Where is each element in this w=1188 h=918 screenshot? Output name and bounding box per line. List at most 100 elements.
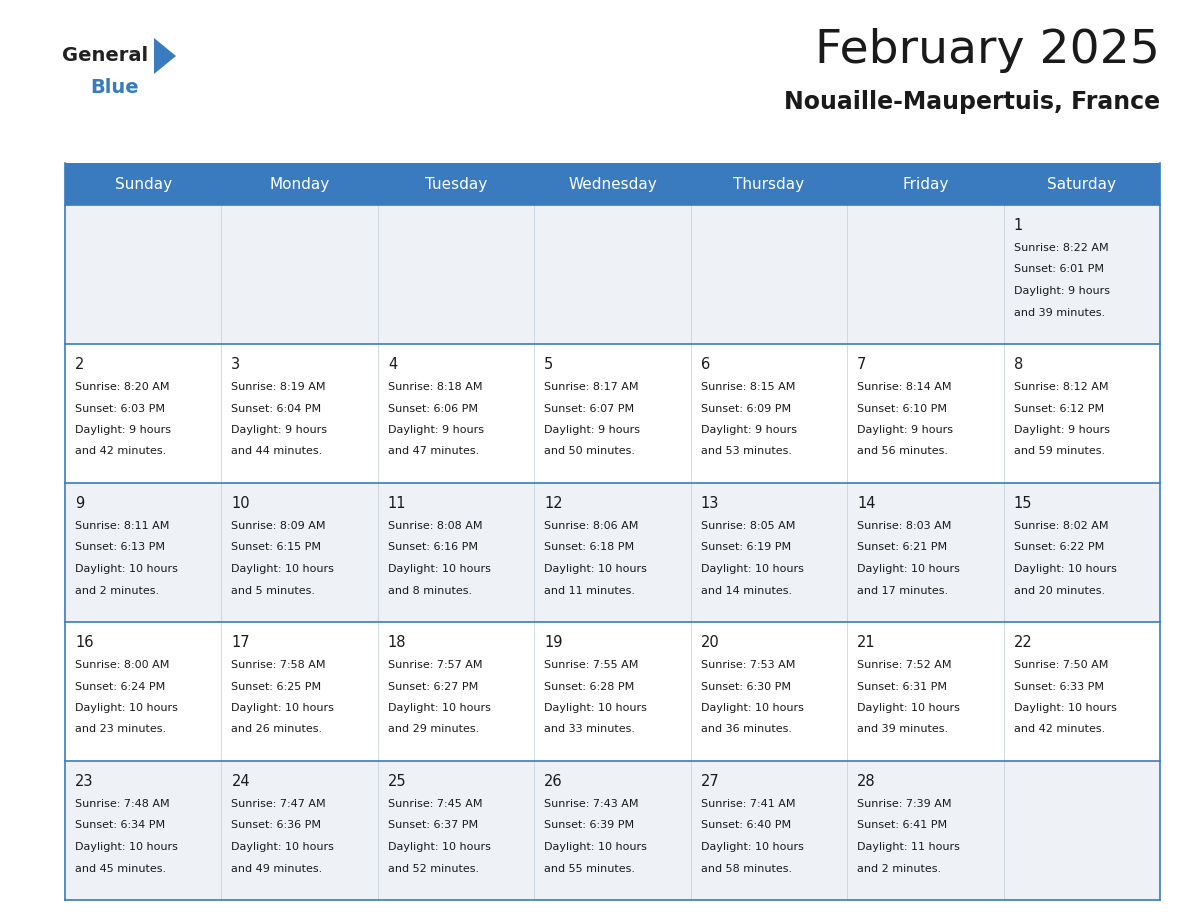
Text: 16: 16	[75, 635, 94, 650]
Text: Sunrise: 8:19 AM: Sunrise: 8:19 AM	[232, 382, 326, 392]
Text: 18: 18	[387, 635, 406, 650]
Text: 15: 15	[1013, 496, 1032, 511]
Text: and 39 minutes.: and 39 minutes.	[858, 724, 948, 734]
Text: 24: 24	[232, 774, 249, 789]
Text: Sunset: 6:10 PM: Sunset: 6:10 PM	[858, 404, 947, 413]
Text: Sunrise: 8:00 AM: Sunrise: 8:00 AM	[75, 660, 170, 670]
Text: Sunrise: 8:09 AM: Sunrise: 8:09 AM	[232, 521, 326, 531]
Text: Sunrise: 8:22 AM: Sunrise: 8:22 AM	[1013, 243, 1108, 253]
Text: 11: 11	[387, 496, 406, 511]
Text: Sunset: 6:19 PM: Sunset: 6:19 PM	[701, 543, 791, 553]
Text: Sunset: 6:16 PM: Sunset: 6:16 PM	[387, 543, 478, 553]
Text: and 2 minutes.: and 2 minutes.	[75, 586, 159, 596]
Text: Daylight: 10 hours: Daylight: 10 hours	[1013, 703, 1117, 713]
Text: Daylight: 9 hours: Daylight: 9 hours	[1013, 425, 1110, 435]
Text: 5: 5	[544, 357, 554, 372]
Text: Nouaille-Maupertuis, France: Nouaille-Maupertuis, France	[784, 90, 1159, 114]
Text: and 44 minutes.: and 44 minutes.	[232, 446, 323, 456]
Text: 28: 28	[858, 774, 876, 789]
Text: February 2025: February 2025	[815, 28, 1159, 73]
Text: Sunrise: 8:06 AM: Sunrise: 8:06 AM	[544, 521, 639, 531]
Text: Sunset: 6:27 PM: Sunset: 6:27 PM	[387, 681, 478, 691]
Text: and 52 minutes.: and 52 minutes.	[387, 864, 479, 874]
Text: 10: 10	[232, 496, 249, 511]
Text: Daylight: 10 hours: Daylight: 10 hours	[232, 703, 334, 713]
Text: Sunrise: 8:17 AM: Sunrise: 8:17 AM	[544, 382, 639, 392]
Text: Sunrise: 8:08 AM: Sunrise: 8:08 AM	[387, 521, 482, 531]
Text: and 11 minutes.: and 11 minutes.	[544, 586, 636, 596]
Text: 17: 17	[232, 635, 249, 650]
Text: Sunrise: 7:45 AM: Sunrise: 7:45 AM	[387, 799, 482, 809]
Bar	[65, 163, 1159, 205]
Text: Sunset: 6:13 PM: Sunset: 6:13 PM	[75, 543, 165, 553]
Text: and 5 minutes.: and 5 minutes.	[232, 586, 316, 596]
Text: Daylight: 10 hours: Daylight: 10 hours	[701, 842, 803, 852]
Text: and 42 minutes.: and 42 minutes.	[1013, 724, 1105, 734]
Text: and 50 minutes.: and 50 minutes.	[544, 446, 636, 456]
Text: 27: 27	[701, 774, 720, 789]
Text: Sunset: 6:33 PM: Sunset: 6:33 PM	[1013, 681, 1104, 691]
Text: Sunday: Sunday	[115, 176, 172, 192]
Text: Sunrise: 8:03 AM: Sunrise: 8:03 AM	[858, 521, 952, 531]
Text: Sunset: 6:28 PM: Sunset: 6:28 PM	[544, 681, 634, 691]
Text: and 55 minutes.: and 55 minutes.	[544, 864, 636, 874]
Text: Daylight: 9 hours: Daylight: 9 hours	[544, 425, 640, 435]
Text: and 47 minutes.: and 47 minutes.	[387, 446, 479, 456]
Text: and 26 minutes.: and 26 minutes.	[232, 724, 323, 734]
Text: and 8 minutes.: and 8 minutes.	[387, 586, 472, 596]
Text: and 23 minutes.: and 23 minutes.	[75, 724, 166, 734]
Text: Sunrise: 7:58 AM: Sunrise: 7:58 AM	[232, 660, 326, 670]
Text: Sunset: 6:37 PM: Sunset: 6:37 PM	[387, 821, 478, 831]
Text: and 33 minutes.: and 33 minutes.	[544, 724, 636, 734]
Text: Wednesday: Wednesday	[568, 176, 657, 192]
Text: 23: 23	[75, 774, 94, 789]
Bar	[65, 761, 1159, 900]
Text: 4: 4	[387, 357, 397, 372]
Text: and 56 minutes.: and 56 minutes.	[858, 446, 948, 456]
Text: Sunrise: 7:43 AM: Sunrise: 7:43 AM	[544, 799, 639, 809]
Text: Daylight: 10 hours: Daylight: 10 hours	[75, 703, 178, 713]
Text: Sunrise: 7:41 AM: Sunrise: 7:41 AM	[701, 799, 795, 809]
Text: Monday: Monday	[270, 176, 330, 192]
Polygon shape	[154, 38, 176, 74]
Text: Daylight: 10 hours: Daylight: 10 hours	[387, 564, 491, 574]
Text: Daylight: 10 hours: Daylight: 10 hours	[232, 564, 334, 574]
Text: 9: 9	[75, 496, 84, 511]
Text: 21: 21	[858, 635, 876, 650]
Text: Daylight: 10 hours: Daylight: 10 hours	[858, 703, 960, 713]
Text: 2: 2	[75, 357, 84, 372]
Text: Sunrise: 7:39 AM: Sunrise: 7:39 AM	[858, 799, 952, 809]
Text: Sunrise: 7:47 AM: Sunrise: 7:47 AM	[232, 799, 326, 809]
Text: Sunset: 6:18 PM: Sunset: 6:18 PM	[544, 543, 634, 553]
Text: Thursday: Thursday	[733, 176, 804, 192]
Text: and 58 minutes.: and 58 minutes.	[701, 864, 792, 874]
Text: Sunset: 6:09 PM: Sunset: 6:09 PM	[701, 404, 791, 413]
Text: and 42 minutes.: and 42 minutes.	[75, 446, 166, 456]
Text: Sunrise: 7:48 AM: Sunrise: 7:48 AM	[75, 799, 170, 809]
Text: Daylight: 10 hours: Daylight: 10 hours	[544, 703, 647, 713]
Text: Sunset: 6:36 PM: Sunset: 6:36 PM	[232, 821, 322, 831]
Text: Sunrise: 7:53 AM: Sunrise: 7:53 AM	[701, 660, 795, 670]
Text: and 53 minutes.: and 53 minutes.	[701, 446, 791, 456]
Text: Sunset: 6:03 PM: Sunset: 6:03 PM	[75, 404, 165, 413]
Text: 6: 6	[701, 357, 710, 372]
Text: 12: 12	[544, 496, 563, 511]
Text: Daylight: 9 hours: Daylight: 9 hours	[75, 425, 171, 435]
Text: Sunrise: 8:05 AM: Sunrise: 8:05 AM	[701, 521, 795, 531]
Text: Daylight: 10 hours: Daylight: 10 hours	[858, 564, 960, 574]
Text: Daylight: 10 hours: Daylight: 10 hours	[1013, 564, 1117, 574]
Text: Sunset: 6:39 PM: Sunset: 6:39 PM	[544, 821, 634, 831]
Text: Daylight: 10 hours: Daylight: 10 hours	[544, 564, 647, 574]
Text: Daylight: 9 hours: Daylight: 9 hours	[858, 425, 953, 435]
Text: Friday: Friday	[902, 176, 948, 192]
Text: Sunrise: 7:57 AM: Sunrise: 7:57 AM	[387, 660, 482, 670]
Text: and 20 minutes.: and 20 minutes.	[1013, 586, 1105, 596]
Text: and 14 minutes.: and 14 minutes.	[701, 586, 792, 596]
Text: Sunset: 6:12 PM: Sunset: 6:12 PM	[1013, 404, 1104, 413]
Text: Sunset: 6:21 PM: Sunset: 6:21 PM	[858, 543, 947, 553]
Text: Sunset: 6:25 PM: Sunset: 6:25 PM	[232, 681, 322, 691]
Text: Daylight: 9 hours: Daylight: 9 hours	[1013, 286, 1110, 296]
Text: Sunset: 6:22 PM: Sunset: 6:22 PM	[1013, 543, 1104, 553]
Text: Sunset: 6:31 PM: Sunset: 6:31 PM	[858, 681, 947, 691]
Bar	[65, 622, 1159, 761]
